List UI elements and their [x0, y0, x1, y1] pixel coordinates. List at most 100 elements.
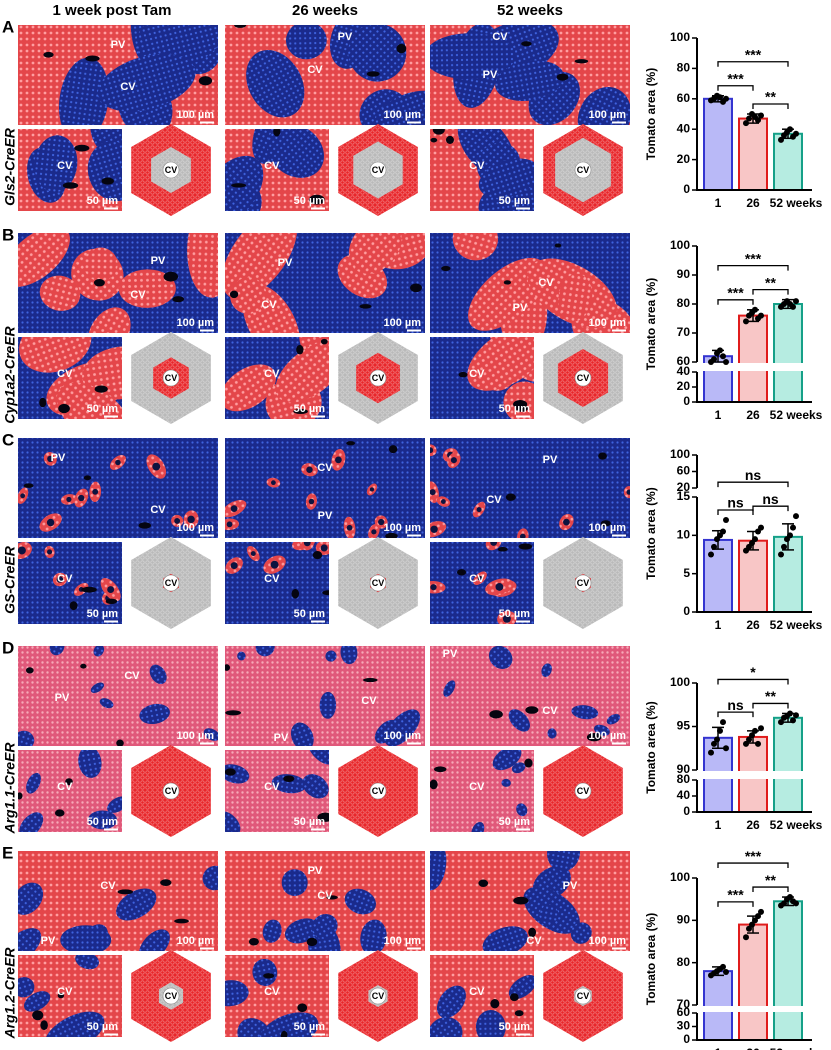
- region-label: CV: [264, 986, 280, 998]
- central-vein: [162, 161, 180, 179]
- scale-bar-label: 100 µm: [383, 730, 421, 742]
- tissue-blobs: [430, 851, 592, 951]
- region-label: CV: [57, 781, 73, 793]
- tissue-region: [541, 663, 552, 677]
- data-point: [752, 306, 758, 313]
- y-tick-label: 95: [677, 719, 691, 733]
- tissue-region: [88, 810, 118, 830]
- data-point: [790, 524, 796, 531]
- tissue-region: [107, 796, 122, 813]
- tissue-region: [319, 691, 337, 719]
- tissue-region: [373, 90, 425, 125]
- scale-bar-label: 100 µm: [588, 935, 626, 947]
- central-vein: [574, 574, 592, 592]
- vessel: [308, 194, 325, 205]
- scale-bar-label: 100 µm: [176, 317, 214, 329]
- vessel: [32, 1010, 44, 1021]
- region-label: PV: [338, 31, 353, 43]
- vessel: [229, 290, 239, 299]
- y-tick-label: 100: [670, 30, 690, 44]
- tissue-region: [348, 233, 402, 274]
- tissue-blobs: [458, 337, 534, 419]
- vessel: [263, 973, 275, 979]
- significance-bracket: [752, 702, 789, 709]
- tissue-region: [275, 341, 329, 403]
- data-point: [755, 913, 761, 920]
- data-point: [758, 524, 764, 531]
- scale-bar-label: 50 µm: [87, 195, 119, 207]
- scale-bar-label: 50 µm: [87, 816, 119, 828]
- column-header: 52 weeks: [497, 2, 563, 19]
- vessel: [450, 457, 457, 464]
- data-point: [708, 551, 714, 558]
- vessel: [478, 879, 489, 887]
- tissue-region: [60, 925, 112, 951]
- tissue-region: [478, 158, 534, 199]
- x-tick-label: 1: [715, 818, 722, 832]
- data-point: [787, 710, 793, 717]
- y-tick-label: 0: [683, 182, 690, 196]
- vessel: [396, 43, 407, 54]
- vessel: [363, 677, 378, 683]
- data-point: [790, 303, 796, 310]
- scale-bar-label: 50 µm: [499, 608, 531, 620]
- data-point: [743, 318, 749, 325]
- region-label: PV: [543, 454, 558, 466]
- scale-bar-label: 50 µm: [294, 195, 326, 207]
- tissue-region: [262, 919, 282, 943]
- vessel: [306, 466, 313, 473]
- vessel: [39, 397, 47, 408]
- tissue-blobs: [430, 129, 534, 211]
- tissue-region: [49, 646, 65, 656]
- significance-bracket: [717, 711, 754, 718]
- region-label: CV: [469, 368, 485, 380]
- vessel: [456, 569, 467, 576]
- central-vein: [369, 782, 387, 800]
- tissue-region: [344, 888, 376, 915]
- tissue-region: [285, 25, 327, 60]
- vessel: [115, 459, 121, 466]
- row-label: Gls2-CreER: [2, 127, 18, 206]
- significance-label: ***: [727, 887, 744, 903]
- y-tick-label: 10: [677, 528, 691, 542]
- vessel: [93, 278, 105, 287]
- vessel: [476, 507, 482, 513]
- vessel: [303, 542, 311, 547]
- bar: [773, 132, 803, 191]
- y-tick-label: 90: [677, 913, 691, 927]
- vessel: [430, 489, 436, 496]
- scale-bar-label: 100 µm: [588, 730, 626, 742]
- x-tick-label: 1: [715, 1046, 722, 1050]
- significance-label: ns: [727, 697, 744, 713]
- tissue-region: [44, 1011, 105, 1037]
- y-tick-label: 90: [677, 762, 691, 776]
- bar: [773, 303, 803, 403]
- data-point: [714, 736, 720, 743]
- tissue-region: [225, 233, 298, 300]
- micrograph: [18, 646, 218, 746]
- vessel: [187, 515, 195, 524]
- tissue-region: [149, 664, 167, 685]
- data-point: [793, 900, 799, 907]
- vessel: [273, 129, 281, 137]
- axis-break: [691, 363, 811, 371]
- vessel: [230, 505, 238, 512]
- vessel: [378, 518, 385, 526]
- data-point: [743, 120, 749, 127]
- scale-bar-label: 50 µm: [499, 1021, 531, 1033]
- vessel: [69, 601, 78, 611]
- scale-bar-label: 50 µm: [87, 608, 119, 620]
- tissue-blobs: [225, 441, 398, 538]
- significance-label: ***: [727, 70, 744, 86]
- scale-bar-label: 100 µm: [383, 317, 421, 329]
- region-label: CV: [538, 277, 554, 289]
- tissue-blobs: [18, 646, 218, 746]
- tissue-region: [360, 919, 387, 951]
- data-point: [749, 732, 755, 739]
- vessel: [574, 59, 589, 64]
- scale-bar-label: 100 µm: [176, 935, 214, 947]
- x-tick-label: 26: [746, 618, 760, 632]
- tissue-region: [26, 772, 41, 794]
- significance-bracket: [717, 61, 789, 67]
- vessel: [445, 135, 454, 144]
